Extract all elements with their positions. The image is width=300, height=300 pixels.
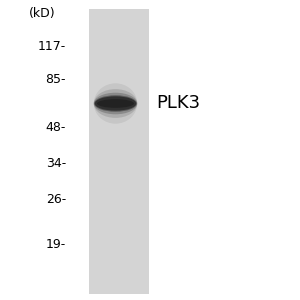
Text: 117-: 117- [38,40,66,53]
Text: 19-: 19- [46,238,66,251]
Text: (kD): (kD) [29,7,55,20]
Ellipse shape [94,95,137,112]
Text: 34-: 34- [46,157,66,170]
Text: 26-: 26- [46,193,66,206]
Ellipse shape [94,89,137,118]
Ellipse shape [94,83,137,124]
Text: 48-: 48- [46,121,66,134]
Bar [88,9,148,294]
Ellipse shape [95,96,136,111]
Ellipse shape [97,99,134,108]
Text: 85-: 85- [46,73,66,86]
Ellipse shape [94,93,137,114]
Text: PLK3: PLK3 [156,94,200,112]
